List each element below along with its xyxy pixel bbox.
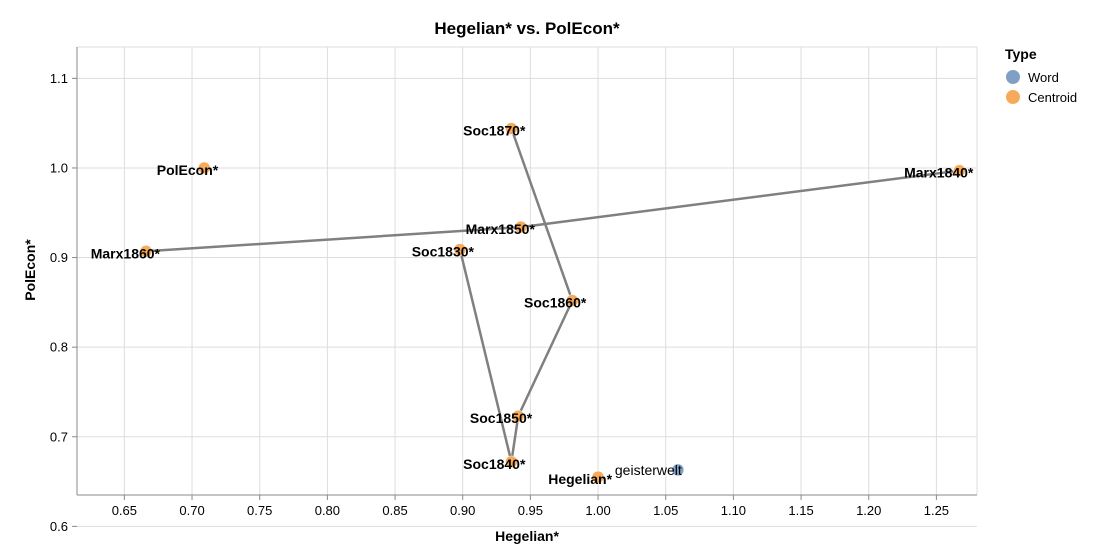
x-tick-label: 1.05 [653, 503, 678, 518]
y-tick-label: 0.6 [50, 519, 68, 534]
centroid-label: Soc1840* [463, 456, 526, 472]
centroid-label: Soc1870* [463, 123, 526, 139]
centroid-point [197, 161, 211, 175]
x-tick-label: 1.20 [856, 503, 881, 518]
legend-symbol-centroid [1006, 90, 1020, 104]
x-tick-label: 0.65 [112, 503, 137, 518]
grid [77, 46, 978, 527]
word-label: geisterwelt [615, 462, 682, 478]
legend-symbol-word [1006, 70, 1020, 84]
centroid-point [514, 220, 528, 234]
legend-label-word: Word [1028, 70, 1059, 85]
centroid-point [505, 455, 518, 469]
x-tick-label: 0.90 [450, 503, 475, 518]
chart-title: Hegelian* vs. PolEcon* [434, 19, 620, 38]
centroid-label: PolEcon* [157, 162, 219, 178]
point-labels: PolEcon* Soc1870* Marx1840* Marx1860* Marx18… [91, 123, 974, 488]
data-points [139, 122, 966, 484]
y-tick-label: 0.9 [50, 250, 68, 265]
centroid-point [453, 243, 467, 256]
centroid-point [505, 122, 518, 135]
centroid-point [511, 409, 525, 423]
x-tick-label: 1.00 [585, 503, 610, 518]
x-tick-label: 0.70 [179, 503, 204, 518]
y-tick-label: 1.0 [50, 160, 68, 175]
x-tick-label: 0.75 [247, 503, 272, 518]
centroid-point [139, 245, 153, 258]
x-tick-label: 0.95 [518, 503, 543, 518]
centroid-label: Soc1860* [524, 295, 587, 311]
x-axis-title: Hegelian* [495, 528, 559, 544]
centroid-label: Marx1860* [91, 245, 161, 261]
legend-label-centroid: Centroid [1028, 90, 1077, 105]
centroid-label: Soc1850* [470, 410, 533, 426]
x-tick-label: 0.85 [382, 503, 407, 518]
x-tick-label: 0.80 [315, 503, 340, 518]
centroid-label: Soc1830* [412, 243, 475, 259]
centroid-label: Marx1840* [904, 165, 974, 181]
word-point [671, 463, 685, 477]
centroid-label: Marx1850* [466, 221, 536, 237]
connecting-line [145, 169, 960, 253]
x-tick-label: 1.15 [788, 503, 813, 518]
axes: 0.65 0.70 0.75 0.80 0.85 0.90 0.95 1.00 1.05 1.10… [50, 47, 977, 534]
x-tick-label: 1.25 [924, 503, 949, 518]
y-axis-title: PolEcon* [22, 239, 38, 301]
x-tick-label: 1.10 [721, 503, 746, 518]
centroid-label: Hegelian* [548, 471, 612, 487]
legend-title: Type [1005, 46, 1037, 62]
y-tick-label: 0.8 [50, 340, 68, 355]
y-tick-label: 1.1 [50, 71, 68, 86]
legend: Type Word Centroid [1005, 46, 1077, 105]
centroid-point [953, 164, 966, 177]
centroid-point [566, 294, 579, 307]
y-tick-label: 0.7 [50, 429, 68, 444]
centroid-point [591, 470, 605, 484]
